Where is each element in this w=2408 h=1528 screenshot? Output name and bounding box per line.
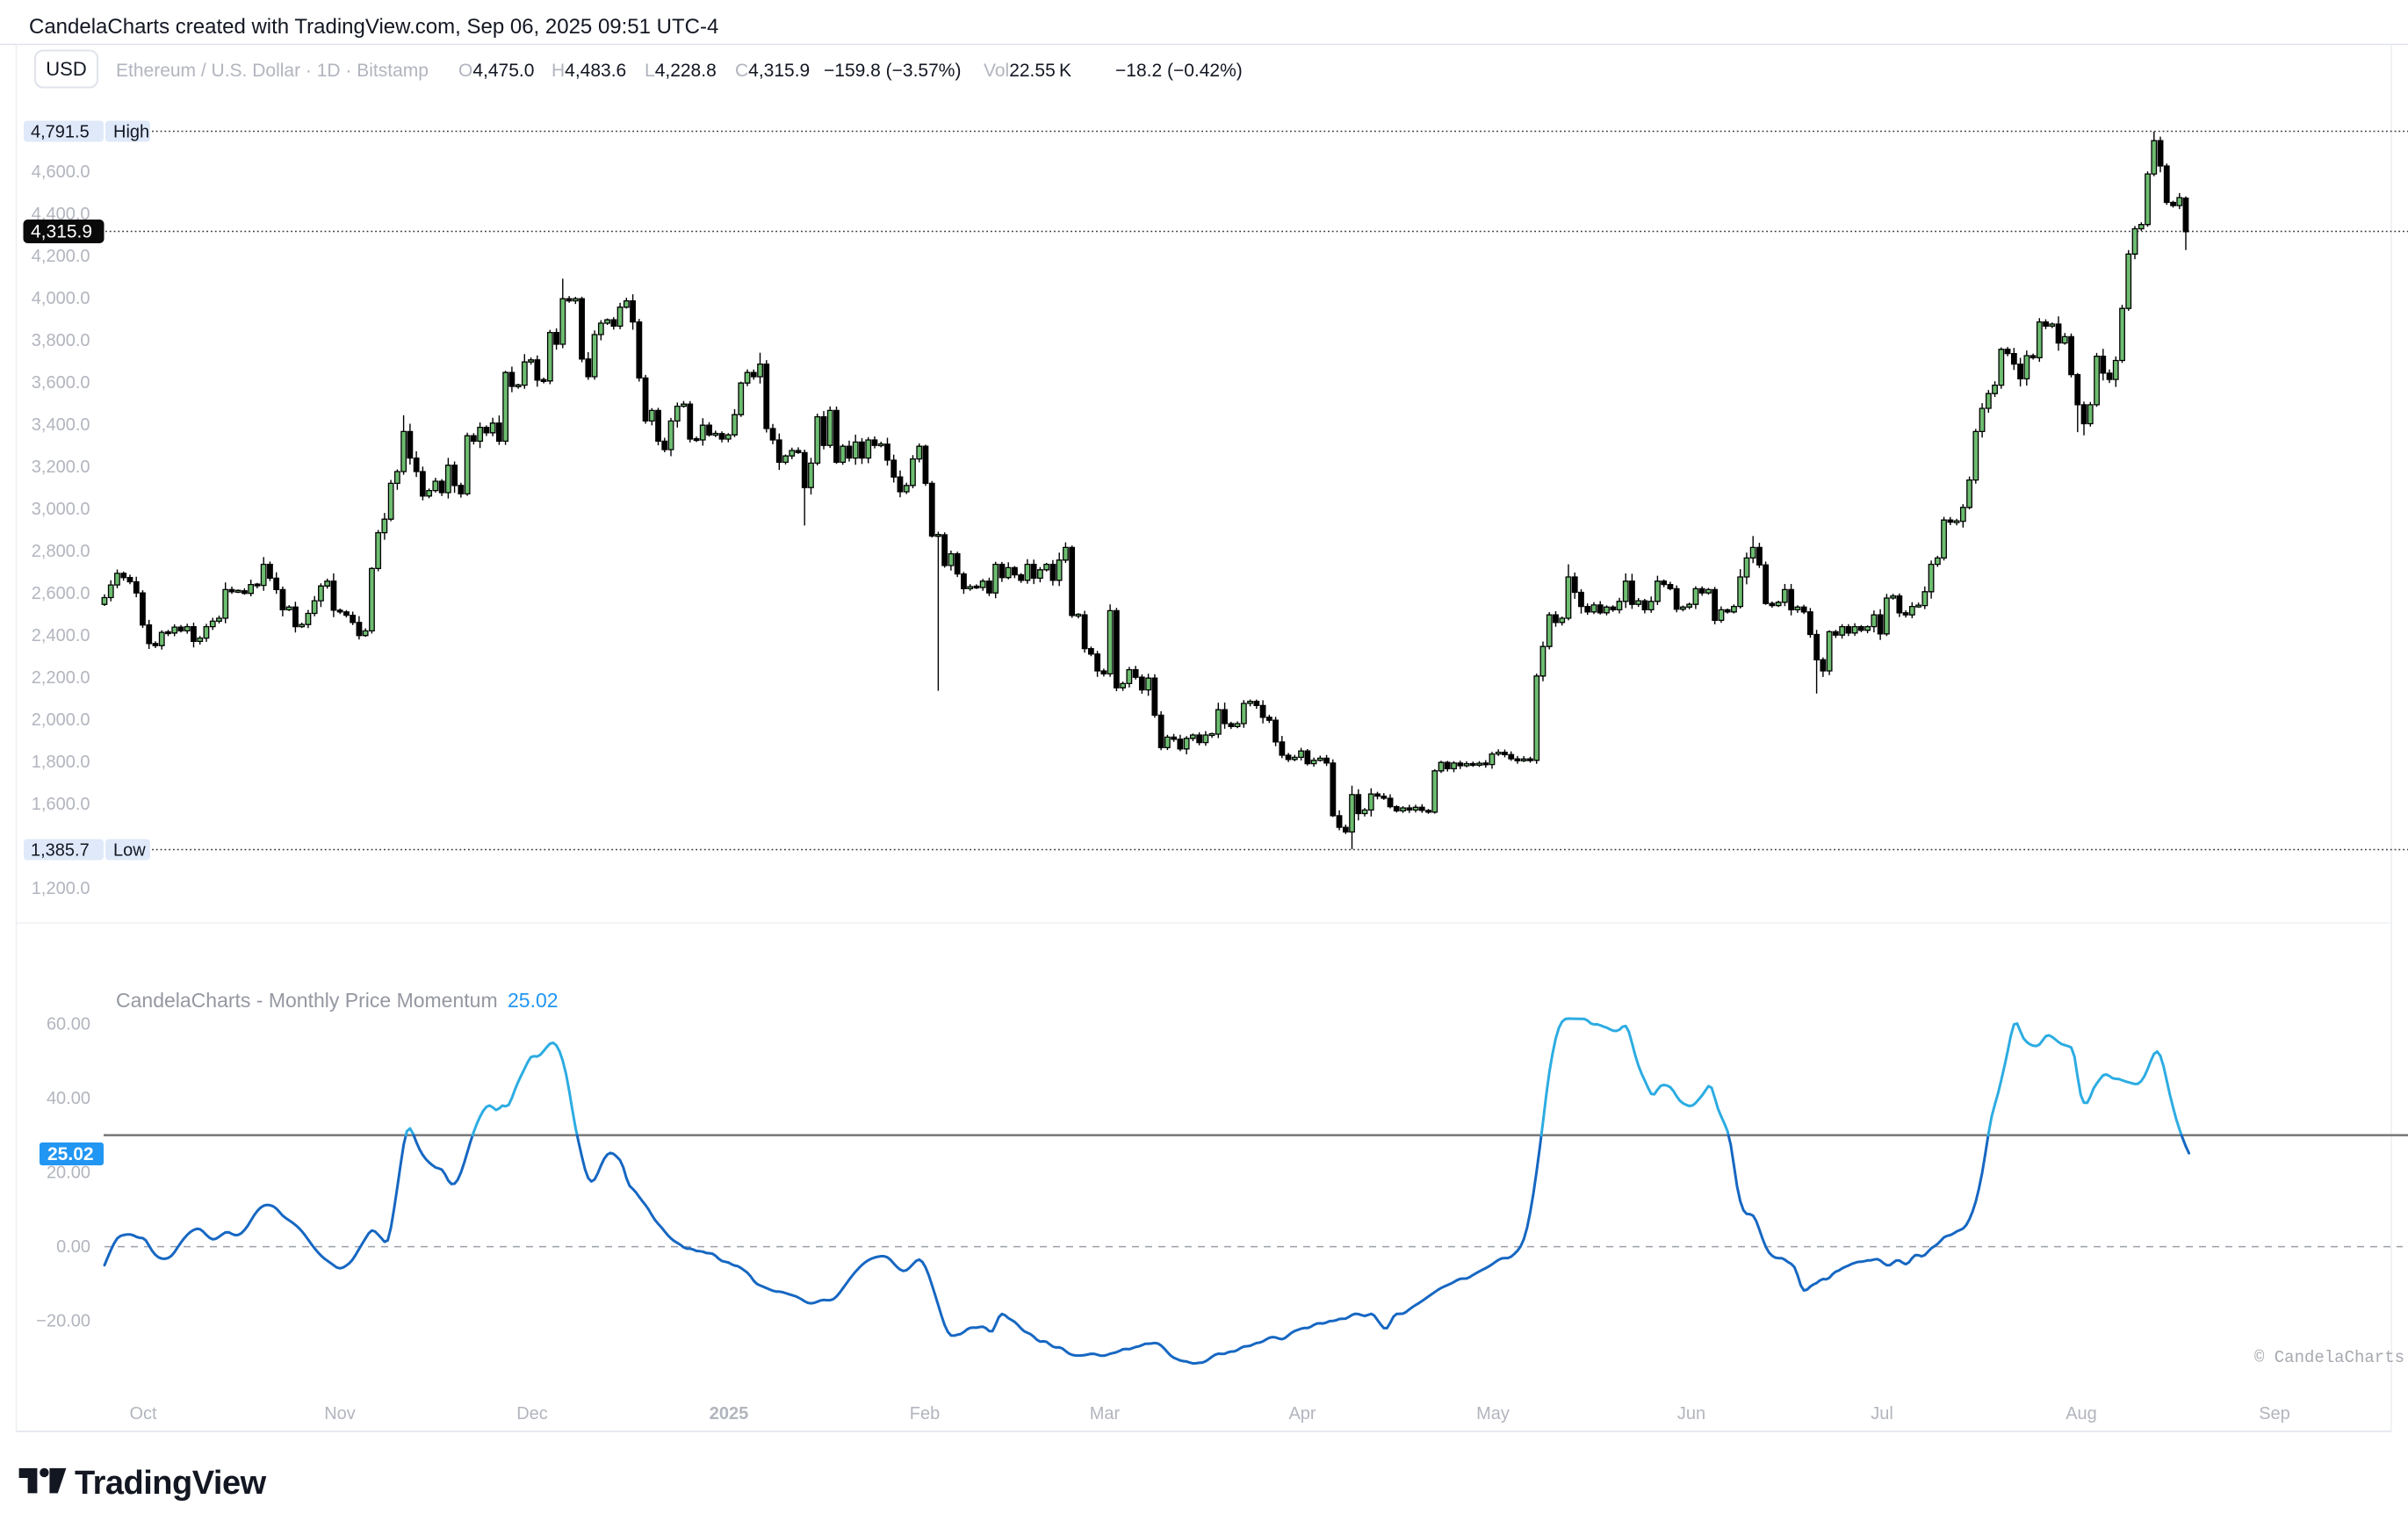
svg-text:−20.00: −20.00 xyxy=(36,1312,90,1331)
svg-text:Low: Low xyxy=(113,841,146,861)
svg-text:1,800.0: 1,800.0 xyxy=(32,753,90,772)
svg-text:Jun: Jun xyxy=(1677,1404,1705,1423)
svg-text:3,400.0: 3,400.0 xyxy=(32,415,90,435)
svg-text:2,000.0: 2,000.0 xyxy=(32,710,90,730)
svg-text:4,600.0: 4,600.0 xyxy=(32,162,90,182)
svg-text:25.02: 25.02 xyxy=(508,989,559,1012)
svg-text:3,200.0: 3,200.0 xyxy=(32,458,90,477)
svg-text:CandelaCharts - Monthly Price: CandelaCharts - Monthly Price Momentum xyxy=(116,989,498,1012)
svg-text:Mar: Mar xyxy=(1090,1404,1121,1423)
svg-text:1,200.0: 1,200.0 xyxy=(32,879,90,898)
svg-text:2,800.0: 2,800.0 xyxy=(32,542,90,561)
svg-text:C4,315.9: C4,315.9 xyxy=(735,61,810,81)
svg-text:Ethereum / U.S. Dollar · 1D ·: Ethereum / U.S. Dollar · 1D · Bitstamp xyxy=(116,61,429,81)
svg-text:Jul: Jul xyxy=(1871,1404,1893,1423)
svg-text:25.02: 25.02 xyxy=(47,1144,94,1164)
svg-text:Apr: Apr xyxy=(1288,1404,1316,1423)
svg-text:Aug: Aug xyxy=(2066,1404,2097,1423)
svg-text:0.00: 0.00 xyxy=(56,1237,90,1257)
svg-text:4,200.0: 4,200.0 xyxy=(32,247,90,266)
svg-text:May: May xyxy=(1476,1404,1510,1423)
svg-text:Vol22.55 K: Vol22.55 K xyxy=(984,61,1071,81)
svg-text:3,000.0: 3,000.0 xyxy=(32,500,90,519)
svg-text:−18.2 (−0.42%): −18.2 (−0.42%) xyxy=(1115,61,1243,81)
svg-text:High: High xyxy=(113,123,149,142)
svg-text:USD: USD xyxy=(46,58,86,80)
svg-text:1,600.0: 1,600.0 xyxy=(32,795,90,814)
svg-text:4,400.0: 4,400.0 xyxy=(32,205,90,224)
svg-text:Nov: Nov xyxy=(324,1404,356,1423)
svg-text:4,000.0: 4,000.0 xyxy=(32,289,90,308)
svg-text:Sep: Sep xyxy=(2259,1404,2290,1423)
svg-text:© CandelaCharts: © CandelaCharts xyxy=(2254,1348,2404,1367)
svg-text:3,600.0: 3,600.0 xyxy=(32,373,90,393)
svg-text:20.00: 20.00 xyxy=(47,1164,90,1183)
svg-text:Dec: Dec xyxy=(516,1404,548,1423)
svg-text:CandelaCharts created with Tra: CandelaCharts created with TradingView.c… xyxy=(29,15,718,39)
svg-text:4,315.9: 4,315.9 xyxy=(31,222,92,242)
svg-text:Oct: Oct xyxy=(129,1404,157,1423)
svg-text:TradingView: TradingView xyxy=(75,1465,267,1502)
svg-text:Feb: Feb xyxy=(910,1404,940,1423)
svg-text:3,800.0: 3,800.0 xyxy=(32,331,90,350)
svg-text:O4,475.0: O4,475.0 xyxy=(458,61,534,81)
svg-text:2,200.0: 2,200.0 xyxy=(32,668,90,688)
svg-text:1,385.7: 1,385.7 xyxy=(31,841,90,861)
svg-text:2,600.0: 2,600.0 xyxy=(32,584,90,603)
svg-text:H4,483.6: H4,483.6 xyxy=(552,61,626,81)
svg-text:2,400.0: 2,400.0 xyxy=(32,626,90,645)
svg-text:−159.8 (−3.57%): −159.8 (−3.57%) xyxy=(824,61,961,81)
svg-text:2025: 2025 xyxy=(710,1404,749,1423)
svg-text:40.00: 40.00 xyxy=(47,1089,90,1108)
svg-text:60.00: 60.00 xyxy=(47,1015,90,1034)
svg-text:4,791.5: 4,791.5 xyxy=(31,123,90,142)
svg-text:L4,228.8: L4,228.8 xyxy=(645,61,717,81)
